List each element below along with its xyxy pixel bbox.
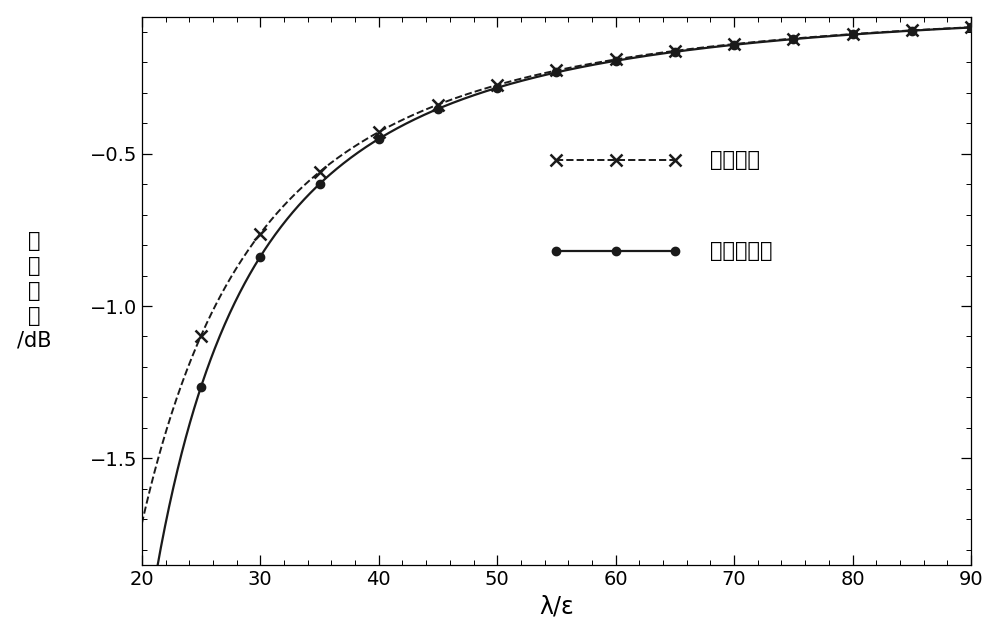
Text: 本发明方法: 本发明方法 [710,241,773,261]
X-axis label: λ/ε: λ/ε [539,594,574,618]
Text: 传统方法: 传统方法 [710,150,760,170]
Y-axis label: 增
益
损
失
/dB: 增 益 损 失 /dB [17,231,51,351]
